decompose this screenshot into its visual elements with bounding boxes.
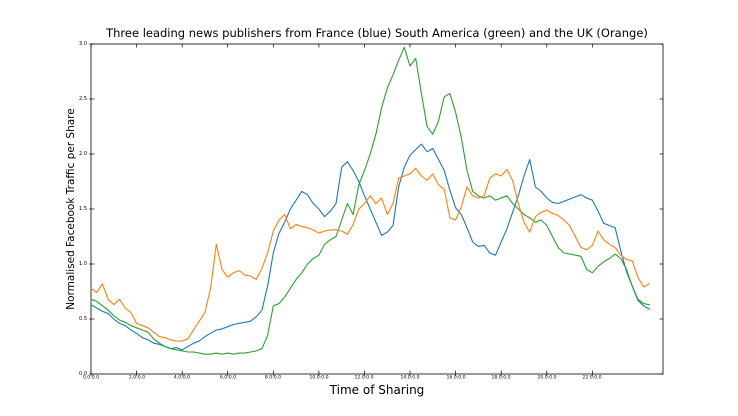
x-tick-label: 0.0:0.0 — [82, 375, 100, 381]
y-tick-label: 1.5 — [79, 206, 87, 212]
x-tick-label: 18.0:0.0 — [491, 375, 511, 381]
x-tick-label: 6.0:0.0 — [219, 375, 236, 381]
x-tick-label: 14.0:0.0 — [400, 375, 420, 381]
x-tick-label: 12.0:0.0 — [354, 375, 375, 381]
series-line-france — [90, 143, 650, 351]
x-tick-label: 8.0:0.0 — [265, 375, 282, 381]
y-tick-label: 2.0 — [79, 151, 87, 157]
plot-frame — [90, 43, 664, 375]
series-line-south-america — [90, 46, 650, 355]
y-tick-label: 0.0 — [79, 371, 87, 377]
x-tick-label: 20.0:0.0 — [537, 375, 557, 381]
x-tick-label: 10.0:0.0 — [309, 375, 329, 381]
chart-title: Three leading news publishers from Franc… — [106, 26, 648, 40]
x-tick-label: 4.0:0.0 — [174, 375, 191, 381]
y-tick-label: 1.0 — [79, 261, 87, 267]
x-axis-label: Time of Sharing — [329, 383, 425, 397]
x-tick-label: 16.0:0.0 — [446, 375, 466, 381]
x-tick-label: 2.0:0.0 — [128, 375, 145, 381]
y-tick-label: 0.5 — [79, 316, 87, 322]
x-tick-label: 22.0:0.0 — [582, 375, 602, 381]
y-tick-label: 3.0 — [79, 41, 87, 47]
series-line-uk — [90, 167, 650, 342]
y-tick-label: 2.5 — [79, 96, 87, 102]
